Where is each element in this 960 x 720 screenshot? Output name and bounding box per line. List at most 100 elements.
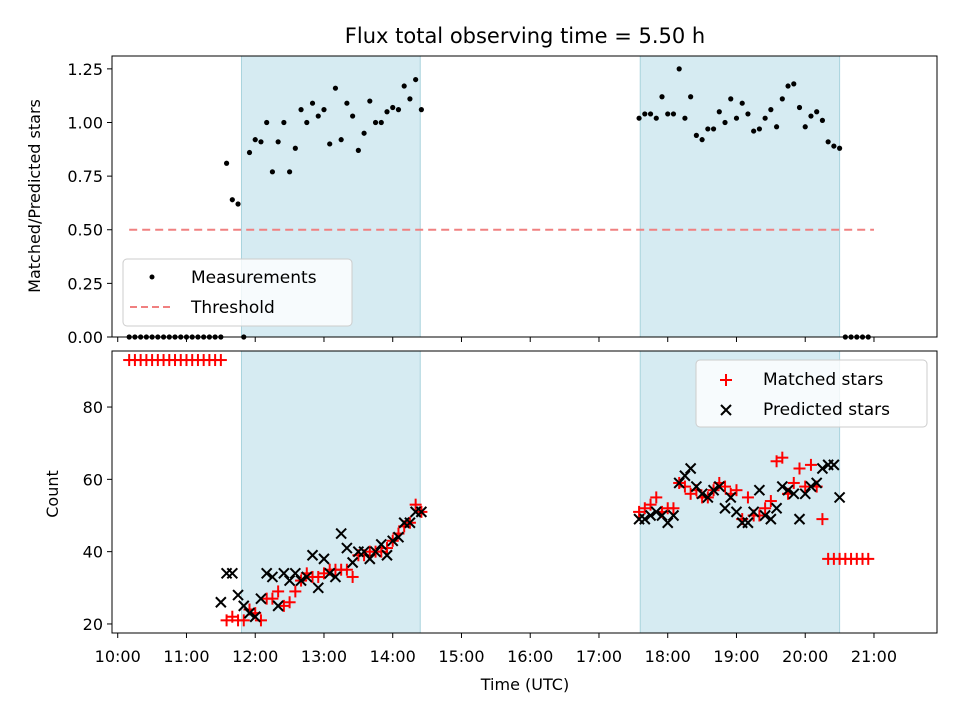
matched-star-marker	[741, 491, 754, 504]
matched-star-marker	[381, 542, 393, 555]
predicted-star-marker	[358, 545, 370, 558]
predicted-star-marker	[730, 506, 743, 518]
measurement-point	[298, 107, 304, 113]
measurement-point	[642, 111, 648, 117]
top-y-tick-label: 1.25	[67, 60, 103, 79]
predicted-star-marker	[639, 513, 651, 525]
threshold-legend-label: Threshold	[190, 298, 275, 318]
bottom-legend-box	[695, 359, 928, 428]
measurement-point	[756, 126, 762, 132]
predicted-star-marker	[226, 567, 239, 580]
predicted-star-marker	[243, 607, 256, 619]
matched-star-marker	[283, 596, 296, 609]
measurement-point	[264, 119, 270, 126]
x-tick-label: 13:00	[301, 647, 347, 666]
predicted-star-marker	[249, 611, 261, 623]
measurement-point	[785, 83, 791, 89]
measurement-point	[361, 130, 367, 136]
predicted-star-marker	[713, 480, 725, 493]
predicted-star-marker	[833, 491, 846, 504]
x-tick-label: 21:00	[851, 647, 897, 666]
predicted-star-marker	[272, 600, 284, 612]
x-tick-label: 19:00	[713, 647, 759, 666]
predicted-star-marker	[644, 509, 657, 522]
predicted-star-marker	[255, 592, 267, 605]
measurement-point	[413, 76, 419, 83]
top-y-tick-label: 0.75	[67, 167, 103, 186]
measurement-point	[223, 160, 230, 166]
measurement-point	[309, 100, 316, 106]
predicted-star-marker	[415, 506, 428, 518]
predicted-star-marker	[324, 567, 336, 580]
top-y-axis-label: Matched/Predicted stars	[25, 99, 44, 293]
measurement-point	[367, 98, 373, 104]
measurement-point	[287, 169, 293, 175]
matched-star-marker	[214, 354, 227, 367]
x-tick-label: 15:00	[438, 647, 484, 666]
predicted-star-marker	[810, 477, 823, 489]
predicted-star-marker	[679, 470, 691, 482]
x-tick-label: 18:00	[645, 647, 691, 666]
x-axis: 10:00 11:00 12:00 13:00 14:00 15:00 16:00 17:00…	[95, 633, 897, 666]
predicted-star-marker	[335, 527, 347, 540]
matched-star-marker	[753, 509, 766, 522]
predicted-star-marker	[404, 517, 416, 529]
measurement-point	[814, 109, 820, 115]
measurement-point	[751, 128, 757, 134]
predicted-star-marker	[346, 556, 359, 569]
bottom-y-tick-label: 80	[83, 398, 103, 417]
matched-star-marker	[266, 592, 279, 605]
measurement-point	[819, 117, 826, 123]
x-tick-label: 14:00	[370, 647, 416, 666]
measurement-point	[332, 85, 339, 91]
measurement-point	[378, 119, 384, 126]
predicted-stars-legend-label: Predicted stars	[763, 400, 890, 420]
predicted-star-marker	[776, 480, 789, 493]
matched-star-marker	[678, 480, 691, 493]
matched-stars-points	[123, 354, 875, 627]
measurement-point	[252, 137, 258, 143]
measurement-point	[705, 126, 711, 132]
top-y-tick-label: 0.00	[67, 328, 103, 347]
predicted-star-marker	[696, 488, 708, 500]
bottom-legend: Matched stars Predicted stars	[695, 359, 928, 428]
matched-star-marker	[346, 570, 359, 583]
measurement-point	[372, 119, 379, 126]
predicted-star-marker	[238, 600, 250, 612]
predicted-star-marker	[295, 574, 307, 587]
measurement-point	[699, 137, 705, 143]
chart-title: Flux total observing time = 5.50 h	[345, 24, 705, 48]
matched-star-marker	[804, 458, 817, 471]
top-x-tick-marks	[117, 337, 875, 342]
predicted-star-marker	[805, 480, 817, 493]
measurement-point	[390, 104, 396, 111]
measurement-point	[350, 113, 356, 119]
matched-star-marker	[667, 502, 680, 515]
matched-star-marker	[409, 498, 422, 511]
top-plot-frame	[111, 55, 938, 338]
observing-window-shade	[240, 350, 421, 634]
bottom-y-axis-label: Count	[43, 470, 62, 518]
measurement-point	[710, 126, 717, 132]
matched-star-marker	[730, 484, 743, 497]
predicted-star-marker	[707, 484, 720, 496]
measurement-point	[779, 96, 785, 102]
predicted-star-marker	[215, 596, 227, 608]
matched-star-marker	[759, 502, 772, 515]
measurement-point	[269, 169, 276, 175]
x-tick-label: 20:00	[782, 647, 828, 666]
predicted-star-marker	[793, 513, 806, 525]
matched-star-marker	[272, 585, 285, 598]
measurement-point	[791, 81, 797, 87]
predicted-star-marker	[816, 462, 829, 475]
top-y-tick-label: 0.50	[67, 221, 103, 240]
x-tick-label: 12:00	[232, 647, 278, 666]
predicted-star-marker	[312, 582, 324, 594]
measurement-point	[768, 107, 774, 113]
measurement-point	[676, 66, 682, 72]
predicted-star-marker	[266, 571, 279, 583]
predicted-star-marker	[753, 484, 766, 496]
matched-star-marker	[719, 480, 732, 493]
top-legend: Measurements Threshold	[122, 258, 353, 327]
